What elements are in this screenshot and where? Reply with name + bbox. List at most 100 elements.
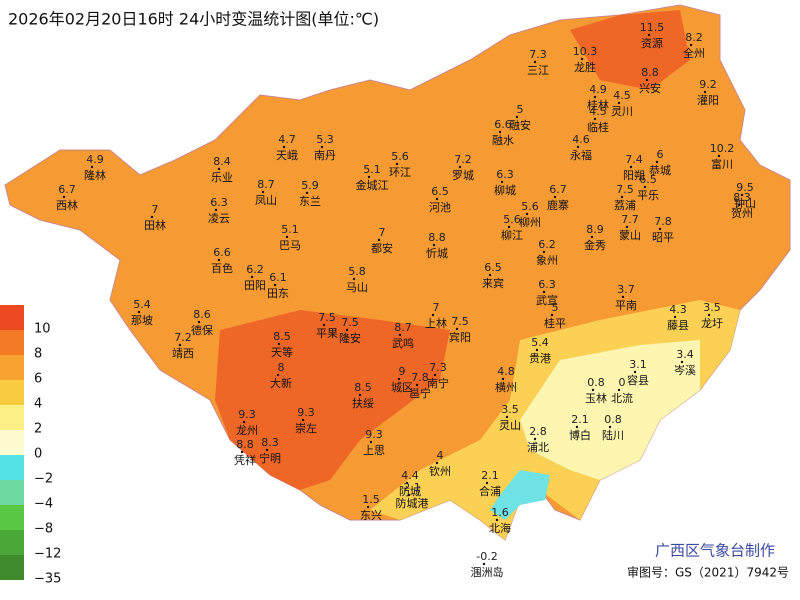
station-value: 6.7	[58, 183, 76, 196]
station-name: 藤县	[667, 319, 689, 332]
station-value: 9.3	[365, 428, 383, 441]
station-value: 4.8	[497, 365, 515, 378]
station-value: 8.7	[257, 178, 275, 191]
producer: 广西区气象台制作	[655, 542, 775, 560]
station-dot	[488, 273, 492, 277]
station-dot	[593, 95, 597, 99]
station-name: 贺州	[731, 207, 753, 220]
station-dot	[277, 342, 281, 346]
station-dot	[580, 57, 584, 61]
station-name: 上林	[425, 316, 447, 330]
station-value: 6.6	[213, 246, 231, 259]
station-value: 4.9	[589, 83, 607, 96]
station-value: 7.3	[529, 48, 547, 61]
station-name: 荔浦	[614, 199, 636, 212]
cool-zone	[520, 340, 700, 480]
station-dot	[415, 383, 419, 387]
station-dot	[352, 277, 356, 281]
station-name: 博白	[569, 428, 591, 442]
station-name: 全州	[683, 46, 705, 60]
station-dot	[501, 377, 505, 381]
station-dot	[617, 388, 621, 392]
station-dot	[366, 505, 370, 509]
station-name: 都安	[371, 241, 393, 255]
station-dot	[658, 227, 662, 231]
station-name: 马山	[346, 281, 368, 294]
station-name: 桂平	[544, 316, 566, 330]
station-dot	[498, 130, 502, 134]
station-name: 岑溪	[674, 364, 696, 377]
station-name: 西林	[56, 198, 78, 212]
station-dot	[533, 437, 537, 441]
station-value: 7.2	[174, 331, 192, 344]
station-dot	[458, 165, 462, 169]
station-name: 临桂	[587, 120, 609, 134]
station-dot	[590, 235, 594, 239]
legend-label: −8	[34, 522, 53, 537]
station-name: 涠洲岛	[471, 565, 504, 579]
station-dot	[250, 275, 254, 279]
station-value: 4.3	[669, 303, 687, 316]
station-name: 扶绥	[352, 396, 374, 410]
station-name: 桂林	[587, 98, 609, 112]
station-name: 灵川	[611, 105, 633, 118]
station-dot	[405, 481, 409, 485]
legend-swatch	[0, 405, 24, 430]
station-name: 靖西	[172, 347, 194, 360]
station-dot	[217, 167, 221, 171]
station-dot	[285, 235, 289, 239]
station-value: 7	[379, 226, 386, 239]
station-value: 0.8	[604, 413, 622, 426]
station-value: 2.1	[481, 469, 499, 482]
station-dot	[525, 212, 529, 216]
station-name: 柳江	[501, 228, 523, 242]
station-dot	[433, 373, 437, 377]
station-value: 6.6	[494, 118, 512, 131]
station-name: 龙圩	[701, 317, 723, 330]
cold-zone	[490, 470, 550, 520]
station-dot	[703, 90, 707, 94]
station-value: 0	[619, 376, 626, 389]
legend-label: 4	[34, 397, 42, 412]
warm-zone	[215, 310, 450, 490]
station-value: 6.1	[269, 271, 287, 284]
legend-label: 6	[34, 372, 42, 387]
legend-swatch	[0, 330, 24, 355]
station-name: 忻城	[426, 247, 448, 260]
station-value: 9.2	[699, 78, 717, 91]
legend-swatch	[0, 430, 24, 455]
station-name: 河池	[429, 201, 451, 214]
legend-swatch	[0, 505, 24, 530]
station-value: 2.1	[403, 481, 421, 494]
station-value: 7.7	[621, 213, 639, 226]
station-name: 昭平	[652, 231, 674, 244]
station-value: 7.5	[451, 315, 469, 328]
station-name: 凭祥	[234, 453, 256, 467]
station-value: 8.4	[213, 155, 231, 168]
station-dot	[553, 195, 557, 199]
station-name: 南宁	[427, 376, 449, 390]
station-value: 4.5	[613, 89, 631, 102]
place-labels: 4.9 隆林 6.7 西林 8.4 乐业 4.7 天峨 5.3 南丹 5.6 环江 5.1 金城江 7.2 罗…	[56, 21, 756, 579]
station-value: 4.6	[572, 133, 590, 146]
station-dot	[377, 238, 381, 242]
station-value: 6.7	[549, 183, 567, 196]
station-value: 4.7	[278, 133, 296, 146]
title: 2026年02月20日16时 24小时变温统计图(单位:℃)	[8, 10, 379, 29]
station-value: 3.7	[617, 283, 635, 296]
station-name: 百色	[211, 261, 233, 275]
legend-label: −12	[34, 547, 61, 562]
station-name: 隆林	[84, 168, 106, 182]
station-name: 邕宁	[409, 386, 431, 400]
station-name: 浦北	[527, 441, 549, 454]
station-dot	[645, 78, 649, 82]
station-name: 陆川	[602, 428, 624, 442]
station-name: 北海	[489, 521, 511, 535]
legend-swatch	[0, 455, 24, 480]
station-name: 金城江	[356, 178, 389, 192]
legend-label: −35	[34, 572, 61, 587]
station-dot	[689, 43, 693, 47]
station-value: 3.4	[676, 348, 694, 361]
station-name: 宾阳	[449, 330, 471, 344]
